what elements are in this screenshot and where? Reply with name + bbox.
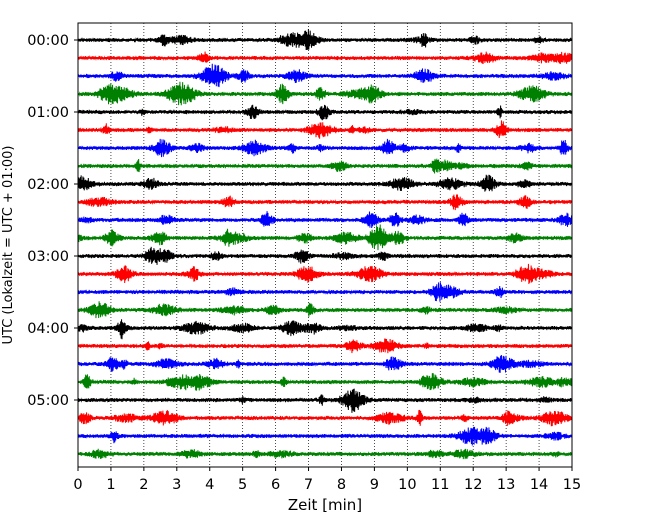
x-tick-label: 6 <box>271 477 280 493</box>
trace-line <box>77 338 573 354</box>
y-tick-label: 02:00 <box>27 177 69 193</box>
x-tick-label: 13 <box>497 477 515 493</box>
x-tick-label: 3 <box>172 477 181 493</box>
y-tick-label: 00:00 <box>27 33 69 49</box>
x-tick-label: 5 <box>238 477 247 493</box>
trace-line <box>77 301 573 319</box>
trace-line <box>77 426 573 446</box>
x-tick-label: 2 <box>139 477 148 493</box>
trace-line <box>77 104 573 121</box>
trace-line <box>77 246 573 265</box>
y-axis-title: UTC (Lokalzeit = UTC + 01:00) <box>1 146 16 345</box>
trace-line <box>77 409 573 427</box>
trace-line <box>77 211 573 229</box>
trace-line <box>77 319 573 340</box>
trace-line <box>77 120 573 139</box>
x-tick-label: 12 <box>464 477 482 493</box>
plot-frame <box>77 22 573 468</box>
trace-line <box>77 224 573 251</box>
trace-line <box>77 373 573 391</box>
trace-line <box>77 63 573 88</box>
x-tick-label: 10 <box>398 477 416 493</box>
x-tick-label: 1 <box>106 477 115 493</box>
y-tick-label: 05:00 <box>27 393 69 409</box>
x-tick-label: 11 <box>431 477 449 493</box>
x-tick-label: 15 <box>563 477 581 493</box>
x-axis: 0 1 2 3 4 5 6 7 8 9 10 11 12 13 14 15 <box>73 467 581 493</box>
trace-line <box>77 158 573 174</box>
trace-line <box>77 51 573 65</box>
x-tick-label: 7 <box>304 477 313 493</box>
trace-line <box>77 174 573 192</box>
trace-line <box>77 81 573 106</box>
trace-line <box>77 138 573 158</box>
trace-line <box>77 29 573 51</box>
seismogram-traces <box>77 29 573 460</box>
y-tick-label: 01:00 <box>27 105 69 121</box>
trace-line <box>77 194 573 211</box>
trace-line <box>77 355 573 373</box>
trace-line <box>77 263 573 284</box>
trace-line <box>77 448 573 460</box>
x-axis-title: Zeit [min] <box>288 496 362 514</box>
x-tick-label: 4 <box>205 477 214 493</box>
trace-line <box>77 282 573 302</box>
x-tick-label: 14 <box>530 477 548 493</box>
x-tick-label: 0 <box>73 477 82 493</box>
x-tick-label: 8 <box>337 477 346 493</box>
y-tick-label: 03:00 <box>27 249 69 265</box>
trace-line <box>77 388 573 413</box>
y-tick-label: 04:00 <box>27 321 69 337</box>
y-axis: 00:00 01:00 02:00 03:00 04:00 05:00 <box>27 33 78 409</box>
x-tick-label: 9 <box>370 477 379 493</box>
